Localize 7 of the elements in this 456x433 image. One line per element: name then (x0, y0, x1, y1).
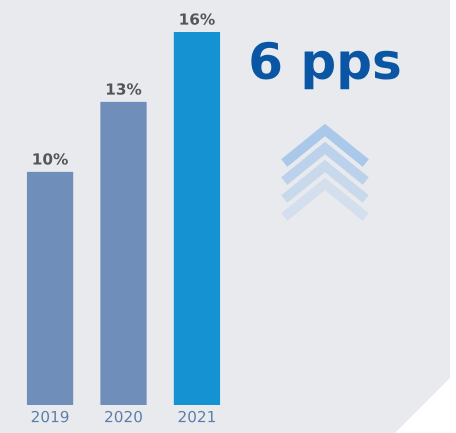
x-tick-label: 2021 (178, 410, 215, 422)
text: 6 pps (251, 42, 400, 90)
x-tick-label: 2019 (32, 410, 68, 422)
data-label: 16% (180, 13, 215, 25)
data-label: 10% (34, 153, 68, 165)
x-tick-label: 2020 (105, 410, 142, 422)
data-label: 13% (106, 83, 142, 95)
